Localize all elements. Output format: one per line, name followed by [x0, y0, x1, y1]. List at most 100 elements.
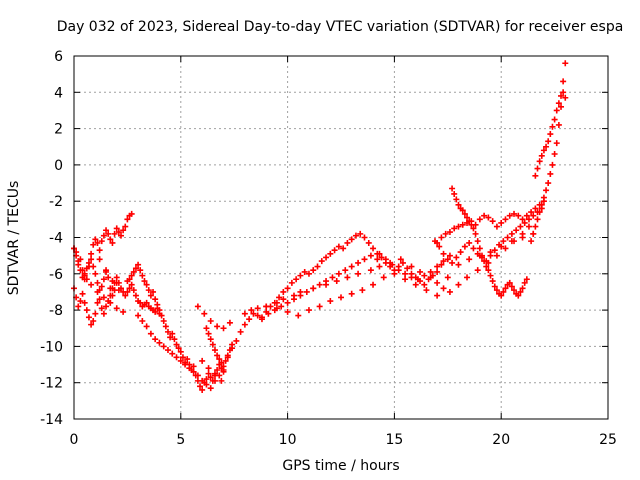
data-point — [327, 250, 334, 257]
data-point — [147, 330, 154, 337]
data-point — [96, 247, 103, 254]
data-point — [96, 296, 103, 303]
data-point — [483, 263, 490, 270]
y-tick-label: 4 — [54, 85, 63, 101]
data-point — [423, 287, 430, 294]
data-point — [434, 268, 441, 275]
data-point — [367, 252, 374, 259]
data-point — [90, 317, 97, 324]
data-point — [511, 287, 518, 294]
data-point — [254, 305, 261, 312]
data-point — [258, 314, 265, 321]
data-point — [214, 352, 221, 359]
data-point — [316, 303, 323, 310]
data-point — [470, 225, 477, 232]
data-point — [250, 310, 257, 317]
data-point — [214, 323, 221, 330]
grid-lines — [74, 56, 608, 419]
data-point — [431, 238, 438, 245]
data-point — [90, 241, 97, 248]
data-point — [466, 218, 473, 225]
data-point — [111, 230, 118, 237]
data-point — [297, 272, 304, 279]
data-point — [105, 230, 112, 237]
data-point — [555, 121, 562, 128]
data-point — [113, 225, 120, 232]
data-point — [222, 357, 229, 364]
data-point — [190, 368, 197, 375]
data-point — [177, 357, 184, 364]
data-point — [536, 158, 543, 165]
data-point — [560, 89, 567, 96]
data-point — [481, 258, 488, 265]
data-point — [199, 386, 206, 393]
data-point — [96, 256, 103, 263]
data-point — [207, 317, 214, 324]
data-point — [355, 270, 362, 277]
data-point — [359, 287, 366, 294]
data-point — [109, 278, 116, 285]
data-point — [442, 230, 449, 237]
data-point — [211, 377, 218, 384]
data-point — [464, 274, 471, 281]
data-point — [175, 345, 182, 352]
data-point — [421, 272, 428, 279]
data-point — [440, 250, 447, 257]
data-point — [397, 256, 404, 263]
data-point — [459, 207, 466, 214]
data-point — [459, 221, 466, 228]
data-point — [113, 305, 120, 312]
data-point — [444, 256, 451, 263]
data-point — [438, 234, 445, 241]
data-point — [367, 267, 374, 274]
data-point — [408, 274, 415, 281]
data-point — [553, 140, 560, 147]
data-point — [205, 365, 212, 372]
data-point — [88, 250, 95, 257]
data-point — [169, 350, 176, 357]
data-point — [145, 287, 152, 294]
data-point — [216, 372, 223, 379]
data-point — [207, 385, 214, 392]
data-point — [389, 261, 396, 268]
data-point — [288, 279, 295, 286]
data-point — [491, 283, 498, 290]
data-point — [128, 281, 135, 288]
data-point — [532, 223, 539, 230]
data-point — [525, 216, 532, 223]
data-point — [248, 307, 255, 314]
data-point — [291, 296, 298, 303]
data-point — [474, 250, 481, 257]
data-point — [94, 279, 101, 286]
data-point — [506, 279, 513, 286]
data-point — [265, 310, 272, 317]
data-point — [543, 187, 550, 194]
data-point — [361, 256, 368, 263]
data-point — [374, 256, 381, 263]
data-point — [83, 307, 90, 314]
data-point — [115, 287, 122, 294]
data-point — [457, 249, 464, 256]
data-point — [513, 227, 520, 234]
data-point — [446, 252, 453, 259]
y-tick-label: -2 — [49, 194, 63, 210]
data-point — [408, 263, 415, 270]
data-point — [485, 267, 492, 274]
data-point — [493, 252, 500, 259]
data-point — [280, 288, 287, 295]
data-point — [122, 223, 129, 230]
data-point — [100, 276, 107, 283]
data-point — [280, 296, 287, 303]
data-point — [547, 170, 554, 177]
data-point — [147, 292, 154, 299]
data-point — [100, 294, 107, 301]
data-point — [218, 359, 225, 366]
data-point — [284, 308, 291, 315]
data-point — [271, 307, 278, 314]
y-tick-label: -4 — [49, 231, 63, 247]
data-point — [88, 281, 95, 288]
data-point — [461, 210, 468, 217]
data-point — [489, 278, 496, 285]
data-point — [472, 230, 479, 237]
data-point — [92, 270, 99, 277]
